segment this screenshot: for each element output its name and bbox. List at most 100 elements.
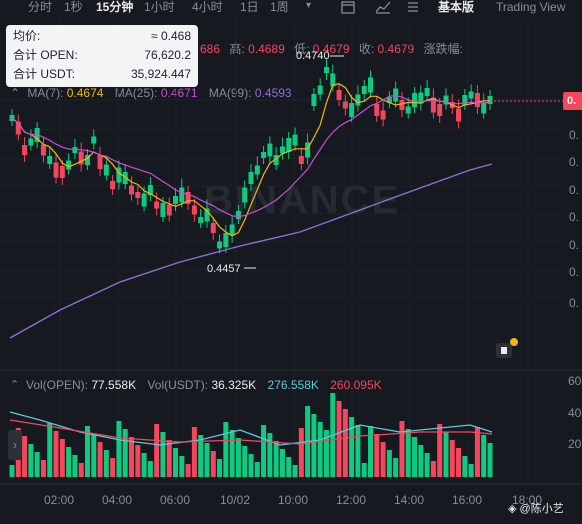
close-label: 收: [358,42,375,56]
volume-bar [40,460,46,477]
candle [242,187,248,203]
volume-info: Vol(OPEN): 77.558K Vol(USDT): 36.325K 27… [26,378,382,392]
price-axis-label: 0. [569,210,580,224]
notification-icon[interactable] [494,338,518,360]
ma7-line [11,83,490,237]
time-axis-label: 10/02 [220,493,251,507]
candle [368,77,373,93]
volume-bar [72,455,78,477]
volume-bar [317,422,323,477]
candle [103,164,109,176]
ohlc-info: 686 高: 0.4689 低: 0.4679 收: 0.4679 涨跌幅: [200,40,463,57]
volume-bar [129,437,134,477]
volume-bar [449,440,455,477]
volume-bar [173,448,179,477]
volume-bar [210,451,216,477]
settings-icon[interactable] [340,0,356,15]
eye-icon[interactable]: ⌃ [10,379,20,391]
candle [248,172,254,184]
open-sum-value: 76,620.2 [144,48,191,62]
ma25-label: MA(25): [114,86,158,100]
open-value: 686 [200,42,221,56]
close-value: 0.4679 [377,42,415,56]
volume-bar [368,426,373,477]
time-axis-label: 02:00 [44,493,75,507]
candle [229,224,235,236]
candle [298,156,304,164]
candle [15,121,21,135]
vol-ma1-line [9,411,493,446]
chevron-up-icon[interactable]: ⌃ [10,86,21,100]
candle [393,88,399,102]
price-axis-label: 0. [569,155,580,169]
volume-bar [273,441,279,477]
low-label: 低: [294,42,310,56]
candle [40,144,46,156]
volume-axis-label: 40 [568,406,582,420]
candle [97,155,103,169]
ma99-label: MA(99): [208,86,252,100]
vol-usdt-label: Vol(USDT): [147,378,209,392]
time-axis-label: 10:00 [278,493,309,507]
volume-bar [393,458,399,477]
volume-axis-label: 60 [568,374,582,388]
volume-bar [430,461,436,477]
usdt-sum-value: 35,924.447 [130,67,191,81]
candle [122,172,128,184]
volume-bar [355,425,361,477]
candle [279,146,285,154]
volume-bar [204,443,210,477]
trading-view-tab[interactable]: Trading View [496,0,566,14]
candle [254,165,260,175]
volume-bar [34,452,40,477]
candle [355,94,361,106]
volume-bar [66,447,72,477]
ma99-line [9,163,493,339]
candle [191,205,197,215]
volume-bar [298,428,304,477]
expand-panel-button[interactable]: › [8,430,22,460]
candle [456,108,462,122]
high-value: 0.4689 [248,42,285,56]
timeframe-fenshi[interactable]: 分时 [28,0,53,14]
timeframe-4h[interactable]: 4小时 [192,0,223,14]
timeframe-1s[interactable]: 1秒 [64,0,83,14]
volume-bar [59,439,65,477]
timeframe-1d[interactable]: 1日 [240,0,259,14]
candle [110,181,116,189]
candle [147,185,153,195]
usdt-sum-label: 合计 USDT: [13,67,76,81]
candle [418,92,424,104]
candle [59,166,65,178]
timeframe-1h[interactable]: 1小时 [144,0,175,14]
volume-bar [103,450,109,477]
volume-bar [342,409,348,477]
list-icon[interactable] [406,0,420,15]
volume-bar [166,440,172,477]
candle [330,73,336,87]
price-axis-label: 0. [569,183,580,197]
volume-bar [437,424,443,477]
candle [179,187,185,203]
timeframe-15m[interactable]: 15分钟 [96,0,134,14]
vol-ma2-value: 260.095K [330,378,382,392]
candle [292,134,298,146]
volume-bar [456,448,462,477]
candle [22,145,28,155]
volume-bar [53,431,59,477]
candle [47,156,53,164]
ma99-value: 0.4593 [254,86,292,100]
timeframe-1w[interactable]: 1周 [270,0,289,14]
volume-bar [47,423,53,477]
candle [53,162,59,178]
basic-view-tab[interactable]: 基本版 [438,0,475,14]
author-watermark: ◈ @陈小艺 [508,500,564,516]
candle [361,86,367,94]
candle [323,67,329,73]
candle [166,204,172,216]
hover-tooltip: 均价: ≈ 0.468 合计 OPEN: 76,620.2 合计 USDT: 35,9… [6,25,198,87]
volume-bar [135,445,141,477]
indicator-icon[interactable] [374,0,392,15]
more-icon[interactable]: ▾ [306,0,312,11]
volume-bar [323,430,329,477]
